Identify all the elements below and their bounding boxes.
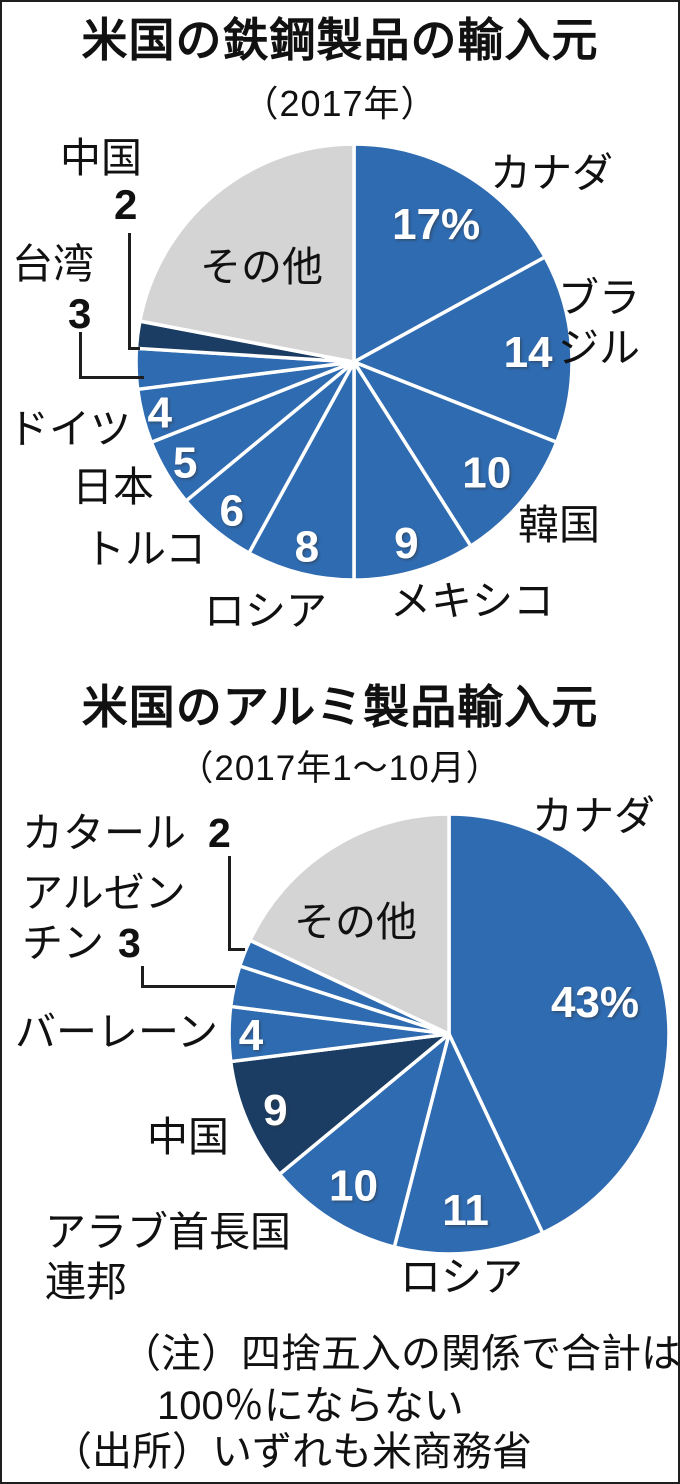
aluminum-pie-chart: 43% 11 10 9 4	[227, 812, 671, 1256]
pie1-value-label-1: 11	[442, 1186, 489, 1235]
pie0-slice-1	[352, 255, 574, 445]
pie1-value-label-2: 10	[329, 1161, 378, 1210]
aluminum-label-bahrain: バーレーン	[15, 1009, 218, 1055]
note-line-3: （出所）いずれも米商務省	[52, 1430, 532, 1474]
steel-taiwan-leader-line	[79, 332, 144, 379]
aluminum-qatar-leader-line	[228, 856, 245, 951]
pie0-slice-4	[247, 360, 356, 582]
aluminum-chart-subtitle: （2017年1～10月）	[178, 749, 502, 788]
steel-label-japan: 日本	[72, 464, 154, 510]
aluminum-label-argentina: アルゼンチン 3	[22, 868, 206, 968]
aluminum-label-china: 中国	[147, 1114, 229, 1160]
aluminum-label-argentina-name: アルゼンチン	[22, 870, 186, 967]
pie0-value-label-6: 5	[173, 439, 197, 488]
pie0-slice-0	[352, 142, 547, 364]
steel-label-turkey: トルコ	[84, 526, 207, 572]
steel-pie-chart: 17% 14 10 9 8 654	[134, 142, 574, 582]
steel-label-china: 中国	[60, 135, 142, 181]
pie0-slice-2	[352, 360, 559, 548]
pie0-slice-3	[352, 360, 473, 582]
steel-label-mexico: メキシコ	[390, 578, 554, 624]
aluminum-label-canada: カナダ	[532, 793, 655, 839]
aluminum-chart-title: 米国のアルミ製品輸入元	[81, 681, 599, 733]
steel-label-russia: ロシア	[204, 588, 327, 634]
pie1-value-label-0: 43%	[551, 978, 639, 1027]
steel-label-others: その他	[200, 244, 323, 290]
aluminum-label-others: その他	[294, 899, 417, 945]
note-line-2: 100％にならない	[157, 1384, 464, 1428]
steel-label-korea: 韓国	[518, 502, 600, 548]
steel-chart-subtitle: （2017年）	[242, 83, 438, 124]
aluminum-label-uae: アラブ首長国連邦	[45, 1209, 291, 1306]
pie0-slice-10	[138, 142, 356, 364]
steel-label-germany: ドイツ	[8, 406, 131, 452]
steel-value-taiwan: 3	[68, 290, 92, 337]
note-line-1: （注）四捨五入の関係で合計は	[121, 1332, 680, 1376]
aluminum-argentina-leader-line	[141, 966, 235, 988]
pie1-slice-7	[248, 812, 451, 1036]
aluminum-label-qatar-name: カタール	[22, 810, 186, 856]
steel-chart-title: 米国の鉄鋼製品の輸入元	[81, 14, 599, 66]
pie1-slice-1	[392, 1032, 545, 1256]
pie1-value-label-3: 9	[263, 1086, 287, 1135]
pie0-value-label-2: 10	[462, 449, 511, 498]
steel-label-taiwan: 台湾	[12, 241, 94, 287]
pie1-slice-0	[447, 812, 671, 1235]
pie1-slice-2	[277, 1032, 451, 1249]
steel-label-brazil: ブラジル	[558, 275, 640, 372]
pie0-value-label-3: 9	[394, 519, 418, 568]
pie0-value-label-5: 6	[219, 487, 243, 536]
steel-china-leader-line	[128, 233, 140, 350]
steel-value-china: 2	[114, 181, 138, 228]
steel-label-canada: カナダ	[490, 150, 613, 196]
aluminum-label-russia: ロシア	[400, 1254, 523, 1300]
pie0-value-label-0: 17%	[392, 200, 480, 249]
aluminum-value-qatar: 2	[208, 810, 231, 856]
aluminum-value-argentina: 3	[118, 920, 141, 967]
pie0-value-label-7: 4	[147, 389, 172, 438]
pie0-value-label-4: 8	[295, 523, 319, 572]
pie0-value-label-1: 14	[504, 328, 553, 377]
pie1-value-label-4: 4	[239, 1011, 264, 1060]
aluminum-label-qatar: カタール 2	[22, 808, 231, 858]
pie1-slice-3	[228, 1032, 451, 1176]
